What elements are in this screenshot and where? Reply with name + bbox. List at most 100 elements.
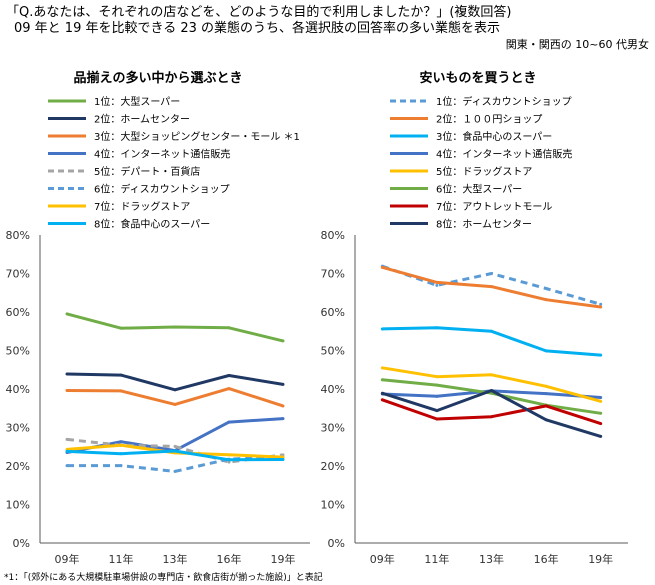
y-tick-label: 40%: [321, 383, 345, 396]
data-point: [435, 394, 439, 398]
data-point: [380, 265, 384, 269]
data-point: [65, 372, 69, 376]
data-point: [490, 272, 493, 275]
data-point: [65, 449, 69, 453]
legend-label: 7位：ドラッグストア: [94, 200, 190, 213]
x-tick-label: 19年: [588, 552, 613, 566]
data-point: [173, 388, 177, 392]
panel-title: 安いものを買うとき: [419, 70, 536, 86]
y-tick-label: 80%: [321, 229, 345, 242]
y-tick-label: 60%: [321, 306, 345, 319]
data-point: [65, 312, 69, 316]
data-point: [435, 409, 439, 413]
data-point: [119, 440, 123, 444]
data-point: [490, 389, 493, 393]
legend-label: 8位：ホームセンター: [436, 218, 532, 231]
data-point: [544, 349, 548, 353]
data-point: [380, 327, 384, 331]
y-tick-label: 30%: [321, 422, 345, 435]
data-point: [173, 469, 177, 473]
x-tick-label: 09年: [55, 552, 80, 566]
data-point: [599, 422, 603, 426]
y-tick-label: 10%: [321, 499, 345, 512]
y-tick-label: 80%: [6, 229, 30, 242]
data-point: [435, 326, 439, 330]
data-point: [544, 404, 548, 408]
footnote: *1：「(郊外にある大規模駐車場併設の専門店・飲食店街が揃った施設)」と表記: [4, 573, 323, 583]
data-point: [281, 455, 285, 459]
x-tick-label: 11年: [424, 552, 449, 566]
data-point: [227, 460, 231, 464]
x-tick-label: 11年: [109, 552, 134, 566]
legend-label: 8位：食品中心のスーパー: [94, 218, 210, 231]
x-tick-label: 13年: [163, 552, 188, 566]
data-point: [281, 339, 285, 343]
chart-subtitle: 関東・関西の 10~60 代男女: [505, 38, 649, 51]
data-point: [119, 326, 123, 330]
legend-label: 1位：ディスカウントショップ: [436, 95, 572, 108]
x-tick-label: 19年: [271, 552, 296, 566]
data-point: [65, 464, 69, 468]
data-point: [227, 420, 231, 424]
data-point: [173, 325, 177, 329]
data-point: [435, 383, 439, 387]
data-point: [173, 444, 177, 448]
series-line: [66, 372, 284, 392]
legend-label: 6位：ディスカウントショップ: [94, 183, 230, 196]
data-point: [490, 285, 493, 289]
data-point: [435, 417, 439, 421]
x-tick-label: 13年: [479, 552, 504, 566]
data-point: [599, 399, 603, 403]
y-tick-label: 60%: [6, 306, 30, 319]
legend-label: 1位：大型スーパー: [94, 95, 180, 108]
data-point: [599, 434, 603, 438]
x-tick-label: 16年: [217, 552, 242, 566]
data-point: [227, 326, 231, 330]
data-point: [544, 392, 548, 396]
data-point: [119, 373, 123, 377]
data-point: [599, 302, 603, 306]
data-point: [544, 384, 548, 388]
data-point: [281, 404, 285, 408]
data-point: [65, 389, 69, 393]
legend-label: 5位：デパート・百貨店: [94, 165, 200, 178]
data-point: [227, 453, 231, 457]
data-point: [227, 374, 231, 378]
legend-label: 7位：アウトレットモール: [436, 200, 552, 213]
y-tick-label: 30%: [6, 422, 30, 435]
data-point: [380, 378, 384, 382]
data-point: [380, 398, 384, 402]
y-tick-label: 20%: [321, 460, 345, 473]
legend-label: 3位：大型ショッピングセンター・モール ＊1: [94, 130, 300, 143]
chart-title-line1: 「Q.あなたは、それぞれの店などを、どのような目的で利用しましたか？」(複数回答…: [6, 5, 512, 20]
data-point: [490, 415, 493, 419]
data-point: [281, 382, 285, 386]
y-tick-label: 0%: [328, 537, 345, 550]
data-point: [119, 452, 123, 456]
data-point: [435, 283, 439, 287]
data-point: [119, 389, 123, 393]
x-tick-label: 09年: [370, 552, 395, 566]
legend-label: 4位：インターネット通信販売: [436, 148, 572, 161]
data-point: [544, 418, 548, 422]
data-point: [599, 353, 603, 357]
data-point: [119, 443, 123, 447]
panel-title: 品揃えの多い中から選ぶとき: [73, 70, 242, 86]
data-point: [65, 437, 69, 441]
y-tick-label: 10%: [6, 499, 30, 512]
legend-label: 5位：ドラッグストア: [436, 165, 532, 178]
y-tick-label: 50%: [321, 345, 345, 358]
y-tick-label: 40%: [6, 383, 30, 396]
legend-label: 2位：１００円ショップ: [436, 113, 542, 126]
data-point: [281, 417, 285, 421]
data-point: [544, 298, 548, 302]
data-point: [173, 402, 177, 406]
data-point: [227, 458, 231, 462]
data-point: [599, 411, 603, 415]
data-point: [544, 287, 548, 291]
legend-label: 3位：食品中心のスーパー: [436, 130, 552, 143]
data-point: [490, 373, 493, 377]
data-point: [599, 395, 603, 399]
y-tick-label: 70%: [6, 268, 30, 281]
